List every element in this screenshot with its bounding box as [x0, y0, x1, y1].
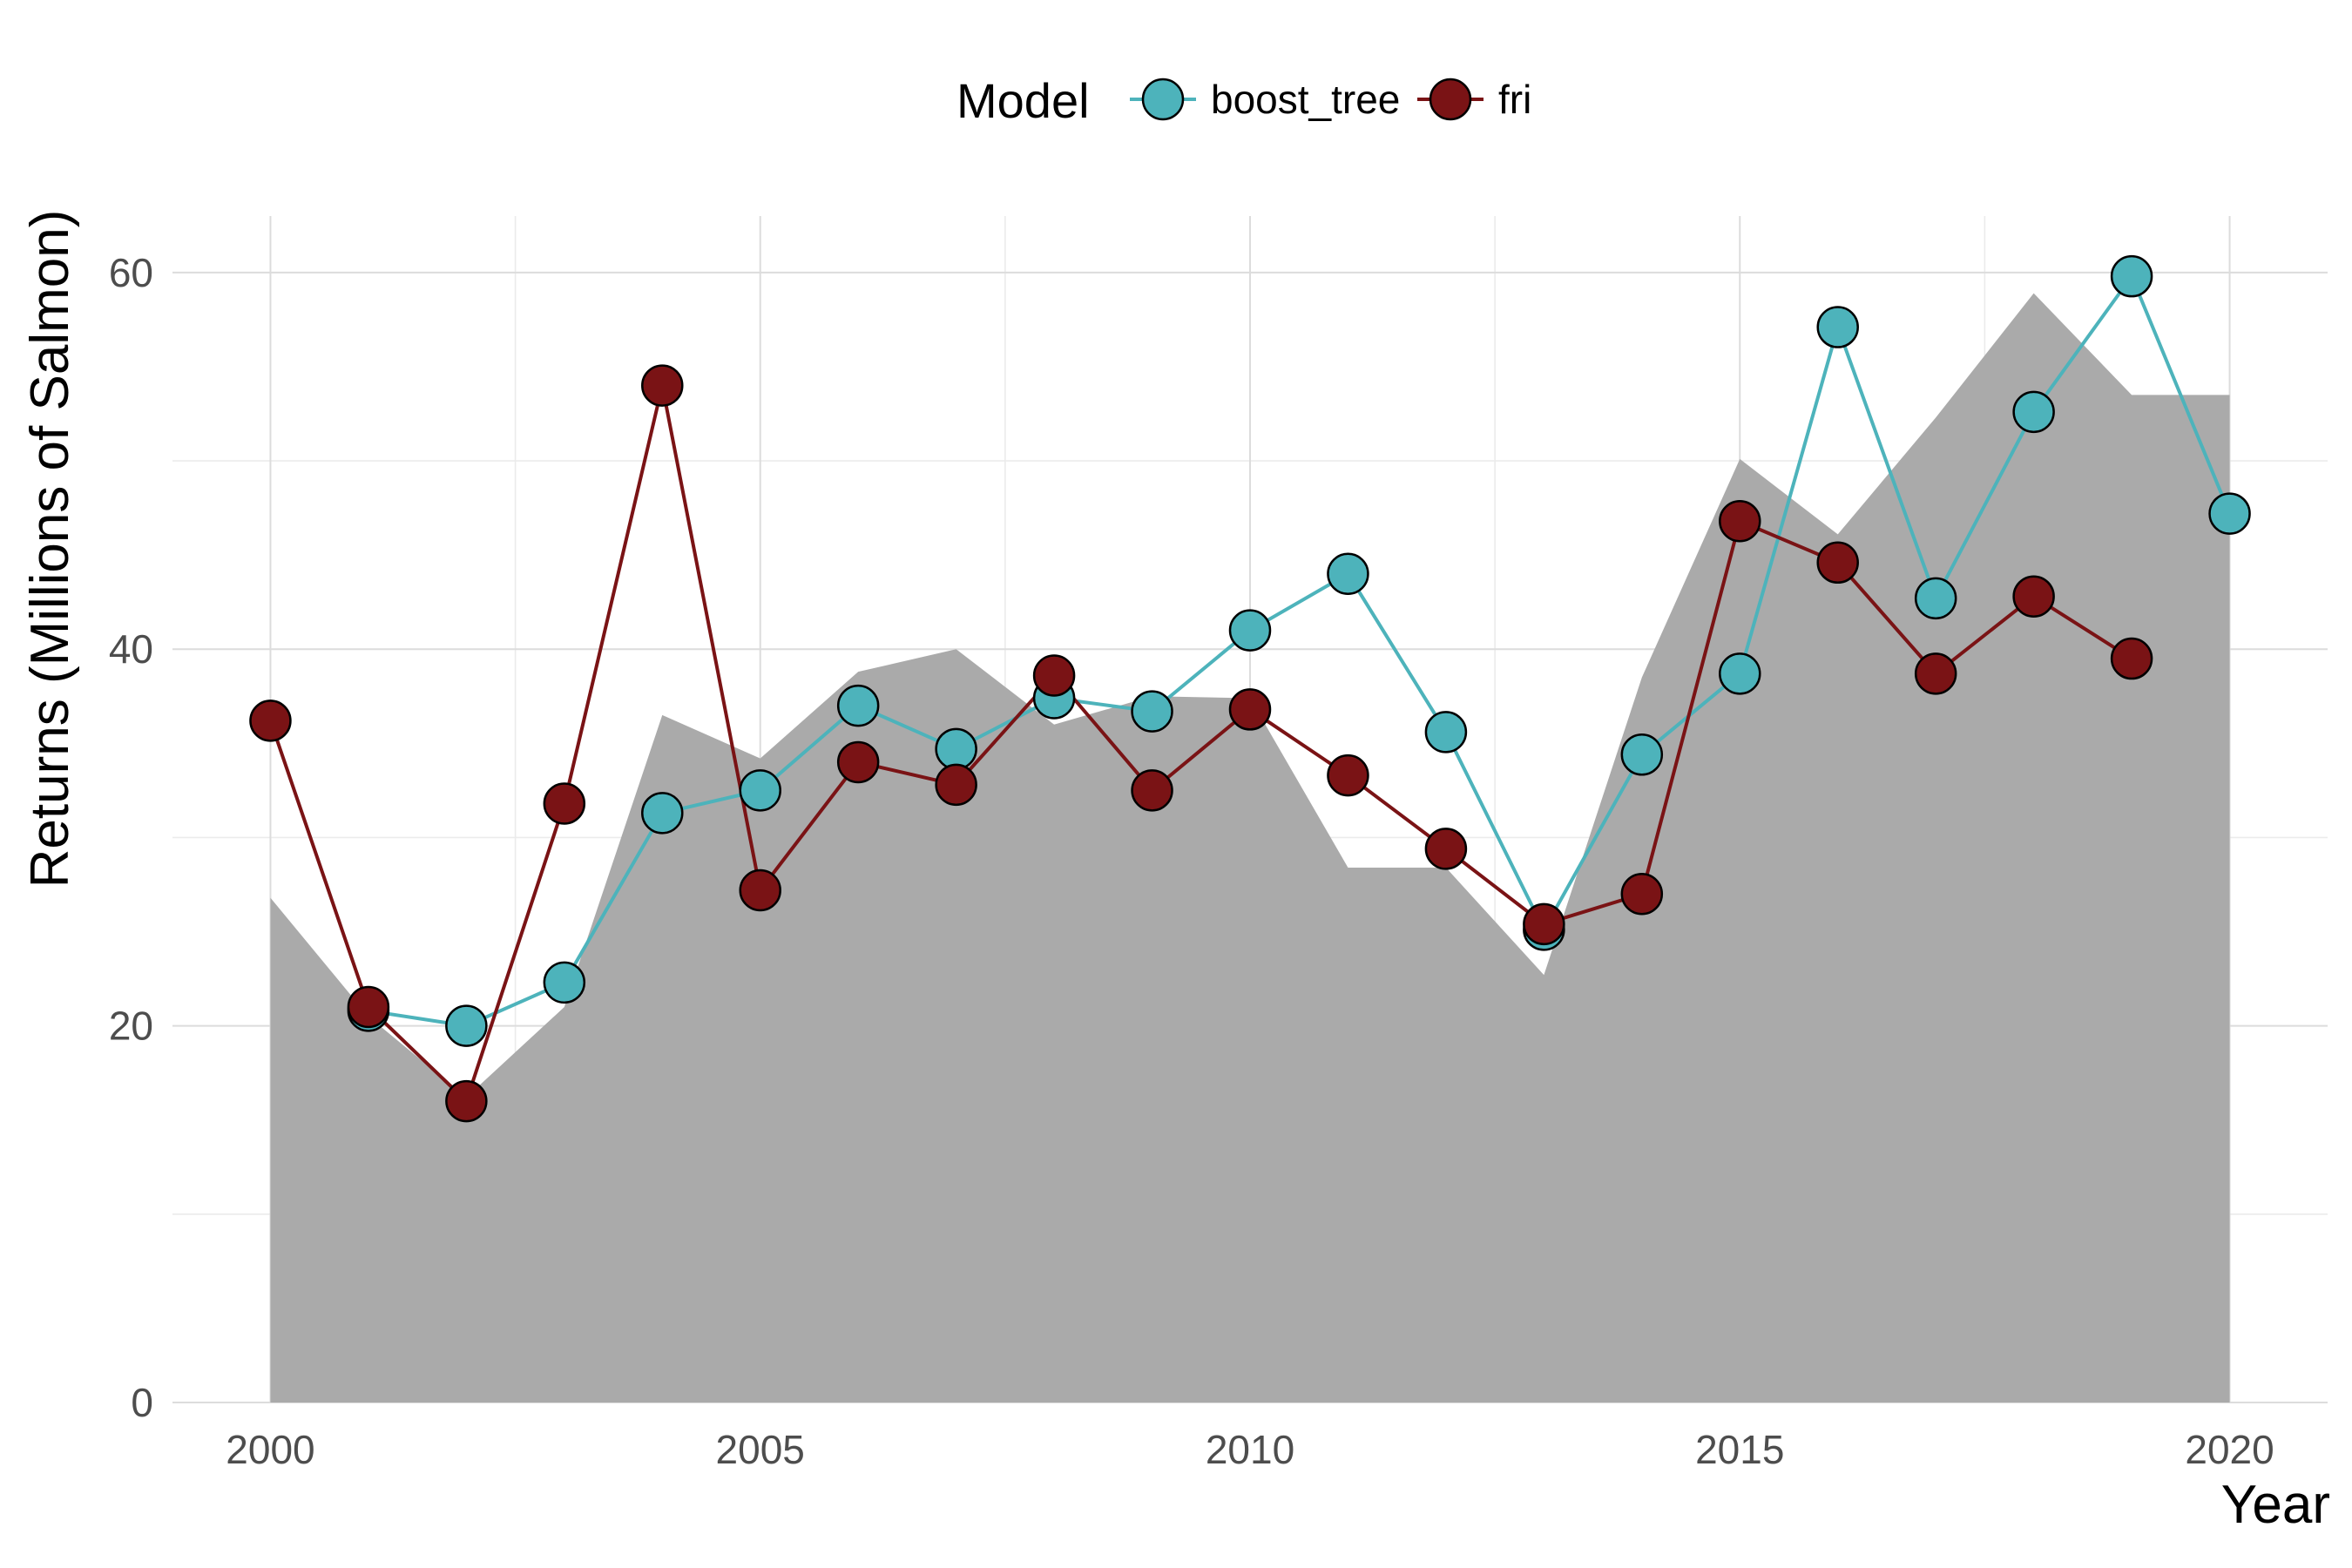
- data-point-fri: [543, 782, 586, 825]
- data-point-boost_tree: [2208, 492, 2251, 535]
- legend: Model boost_tree fri: [956, 73, 1531, 128]
- data-point-fri: [739, 868, 781, 912]
- data-point-fri: [249, 700, 292, 742]
- data-point-boost_tree: [1914, 577, 1957, 620]
- x-tick-label: 2020: [2185, 1427, 2274, 1472]
- legend-label-fri: fri: [1498, 77, 1531, 122]
- data-point-boost_tree: [1327, 552, 1369, 596]
- x-tick-label: 2000: [226, 1427, 314, 1472]
- data-point-fri: [1816, 541, 1859, 585]
- data-point-boost_tree: [1620, 733, 1664, 776]
- data-point-boost_tree: [1228, 609, 1272, 652]
- data-point-boost_tree: [1816, 306, 1859, 348]
- data-point-fri: [1620, 873, 1664, 916]
- data-point-boost_tree: [445, 1004, 488, 1047]
- data-point-fri: [1719, 499, 1761, 543]
- data-point-fri: [2012, 575, 2055, 618]
- data-point-boost_tree: [739, 769, 781, 812]
- model-points: [249, 254, 2251, 1123]
- data-point-boost_tree: [935, 727, 977, 771]
- data-point-fri: [641, 364, 684, 407]
- y-tick-label: 0: [131, 1380, 153, 1425]
- data-point-fri: [1032, 654, 1076, 697]
- data-point-fri: [1523, 902, 1565, 946]
- data-point-fri: [1914, 652, 1957, 695]
- x-axis-ticks: 2000 2005 2010 2015 2020: [226, 1427, 2274, 1472]
- data-point-fri: [2110, 637, 2153, 680]
- data-point-fri: [1327, 754, 1369, 797]
- data-point-fri: [445, 1079, 488, 1123]
- y-tick-label: 60: [109, 250, 153, 295]
- data-point-boost_tree: [2012, 390, 2055, 434]
- data-point-fri: [935, 763, 977, 807]
- data-point-fri: [1131, 769, 1173, 812]
- data-point-fri: [1228, 688, 1272, 731]
- y-tick-label: 20: [109, 1004, 153, 1049]
- data-point-boost_tree: [641, 792, 684, 835]
- observed-area-shape: [270, 293, 2230, 1403]
- data-point-fri: [347, 985, 390, 1029]
- data-point-boost_tree: [1719, 652, 1761, 695]
- data-point-boost_tree: [1131, 690, 1173, 733]
- x-tick-label: 2015: [1695, 1427, 1784, 1472]
- x-axis-title: Year: [2221, 1475, 2330, 1535]
- y-tick-label: 40: [109, 626, 153, 672]
- data-point-boost_tree: [836, 684, 880, 727]
- y-axis-title: Returns (Millions of Salmon): [20, 210, 80, 889]
- data-point-fri: [1424, 828, 1468, 870]
- x-tick-label: 2005: [716, 1427, 805, 1472]
- data-point-boost_tree: [1424, 711, 1468, 754]
- data-point-boost_tree: [543, 961, 586, 1004]
- data-point-boost_tree: [2110, 254, 2153, 298]
- observed-returns-area: [270, 293, 2230, 1403]
- legend-label-boost_tree: boost_tree: [1211, 77, 1400, 122]
- legend-key-point: [1429, 78, 1472, 121]
- legend-key-point: [1141, 78, 1185, 121]
- data-point-fri: [836, 740, 880, 784]
- legend-title: Model: [956, 73, 1090, 128]
- y-axis-ticks: 0 20 40 60: [109, 250, 153, 1425]
- x-tick-label: 2010: [1206, 1427, 1294, 1472]
